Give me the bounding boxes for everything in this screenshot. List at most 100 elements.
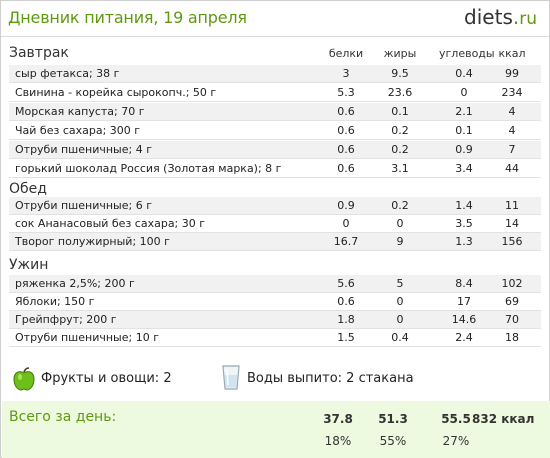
carbs-value: 3.4 — [455, 162, 473, 175]
total-label: Всего за день: — [9, 409, 117, 425]
meal-title-dinner: Ужин — [9, 257, 49, 273]
water-count: Воды выпито: 2 стакана — [247, 371, 414, 386]
header: Дневник питания, 19 апреля diets.ru — [1, 1, 549, 35]
protein-value: 5.3 — [337, 86, 355, 99]
protein-percent: 18% — [324, 434, 352, 448]
fat-value: 9 — [396, 235, 404, 248]
column-header-kcal: ккал — [498, 47, 526, 60]
food-name: Чай без сахара; 300 г — [15, 124, 141, 137]
table-row: Творог полужирный; 100 г 16.7 9 1.3 156 — [9, 233, 541, 251]
table-row: ряженка 2,5%; 200 г 5.6 5 8.4 102 — [9, 275, 541, 293]
carbs-value: 0.4 — [455, 67, 473, 80]
food-name: Отруби пшеничные; 10 г — [15, 331, 159, 344]
food-name: Грейпфрут; 200 г — [15, 313, 117, 326]
table-row: горький шоколад Россия (Золотая марка); … — [9, 160, 541, 178]
table-row: Отруби пшеничные; 4 г 0.6 0.2 0.9 7 — [9, 141, 541, 159]
carbs-value: 3.5 — [455, 217, 473, 230]
carbs-value: 1.3 — [455, 235, 473, 248]
column-header-carbs: углеводы — [439, 47, 495, 60]
table-row: Свинина - корейка сырокопч.; 50 г 5.3 23… — [9, 84, 541, 102]
protein-value: 0.6 — [337, 124, 355, 137]
fat-value: 0.1 — [391, 105, 409, 118]
kcal-value: 69 — [505, 295, 519, 308]
food-name: Творог полужирный; 100 г — [15, 235, 170, 248]
column-header-fat: жиры — [383, 47, 417, 60]
fat-value: 0.4 — [391, 331, 409, 344]
column-header-protein: белки — [328, 47, 364, 60]
meal-title-breakfast: Завтрак — [9, 45, 69, 61]
carbs-value: 0.9 — [455, 143, 473, 156]
total-fat: 51.3 — [378, 412, 408, 426]
carbs-value: 14.6 — [451, 313, 477, 326]
protein-value: 0.6 — [337, 143, 355, 156]
total-carbs: 55.5 — [441, 412, 471, 426]
fat-value: 0.2 — [391, 124, 409, 137]
header-divider — [1, 36, 549, 37]
extras-bar: Фрукты и овощи: 2 Воды выпито: 2 стакана — [9, 363, 541, 395]
kcal-value: 102 — [501, 277, 523, 290]
food-name: Свинина - корейка сырокопч.; 50 г — [15, 86, 217, 99]
kcal-value: 4 — [508, 105, 516, 118]
fat-value: 0 — [396, 313, 404, 326]
food-name: Яблоки; 150 г — [15, 295, 95, 308]
fat-value: 0.2 — [391, 143, 409, 156]
kcal-value: 234 — [501, 86, 523, 99]
table-row: сок Ананасовый без сахара; 30 г 0 0 3.5 … — [9, 215, 541, 233]
protein-value: 1.8 — [337, 313, 355, 326]
kcal-value: 156 — [501, 235, 523, 248]
fat-value: 5 — [396, 277, 404, 290]
logo-main: diets — [464, 5, 513, 29]
kcal-value: 44 — [505, 162, 519, 175]
kcal-value: 99 — [505, 67, 519, 80]
table-row: сыр фетакса; 38 г 3 9.5 0.4 99 — [9, 65, 541, 83]
protein-value: 0.6 — [337, 295, 355, 308]
fat-value: 0 — [396, 295, 404, 308]
kcal-value: 18 — [505, 331, 519, 344]
table-row: Чай без сахара; 300 г 0.6 0.2 0.1 4 — [9, 122, 541, 140]
site-logo[interactable]: diets.ru — [464, 5, 537, 29]
protein-value: 0.9 — [337, 199, 355, 212]
table-row: Грейпфрут; 200 г 1.8 0 14.6 70 — [9, 311, 541, 329]
protein-value: 5.6 — [337, 277, 355, 290]
carbs-value: 0 — [460, 86, 468, 99]
carbs-value: 8.4 — [455, 277, 473, 290]
logo-suffix: ru — [519, 9, 537, 29]
kcal-value: 4 — [508, 124, 516, 137]
table-row: Отруби пшеничные; 10 г 1.5 0.4 2.4 18 — [9, 329, 541, 347]
protein-value: 0.6 — [337, 105, 355, 118]
kcal-value: 11 — [505, 199, 519, 212]
table-row: Яблоки; 150 г 0.6 0 17 69 — [9, 293, 541, 311]
food-name: Морская капуста; 70 г — [15, 105, 145, 118]
fat-value: 3.1 — [391, 162, 409, 175]
fruits-veggies-count: Фрукты и овощи: 2 — [41, 371, 172, 386]
page-title: Дневник питания, 19 апреля — [8, 8, 247, 27]
total-kcal: 832 ккал — [472, 412, 535, 426]
fat-value: 0.2 — [391, 199, 409, 212]
carbs-value: 0.1 — [455, 124, 473, 137]
logo-dot: . — [512, 5, 520, 29]
fat-percent: 55% — [379, 434, 407, 448]
fat-value: 23.6 — [387, 86, 413, 99]
protein-value: 1.5 — [337, 331, 355, 344]
green-apple-icon — [13, 367, 35, 395]
food-name: сыр фетакса; 38 г — [15, 67, 120, 80]
food-name: Отруби пшеничные; 4 г — [15, 143, 152, 156]
protein-value: 0 — [342, 217, 350, 230]
fat-value: 0 — [396, 217, 404, 230]
carbs-value: 2.4 — [455, 331, 473, 344]
meal-title-lunch: Обед — [9, 181, 47, 197]
carbs-value: 1.4 — [455, 199, 473, 212]
kcal-value: 14 — [505, 217, 519, 230]
total-protein: 37.8 — [323, 412, 353, 426]
daily-total: Всего за день: 37.8 51.3 55.5 832 ккал 1… — [2, 401, 550, 458]
table-row: Отруби пшеничные; 6 г 0.9 0.2 1.4 11 — [9, 197, 541, 215]
kcal-value: 7 — [508, 143, 516, 156]
water-glass-icon — [221, 365, 241, 395]
fat-value: 9.5 — [391, 67, 409, 80]
food-name: сок Ананасовый без сахара; 30 г — [15, 217, 206, 230]
protein-value: 3 — [342, 67, 350, 80]
food-name: Отруби пшеничные; 6 г — [15, 199, 152, 212]
table-row: Морская капуста; 70 г 0.6 0.1 2.1 4 — [9, 103, 541, 121]
carbs-percent: 27% — [442, 434, 470, 448]
carbs-value: 17 — [457, 295, 471, 308]
